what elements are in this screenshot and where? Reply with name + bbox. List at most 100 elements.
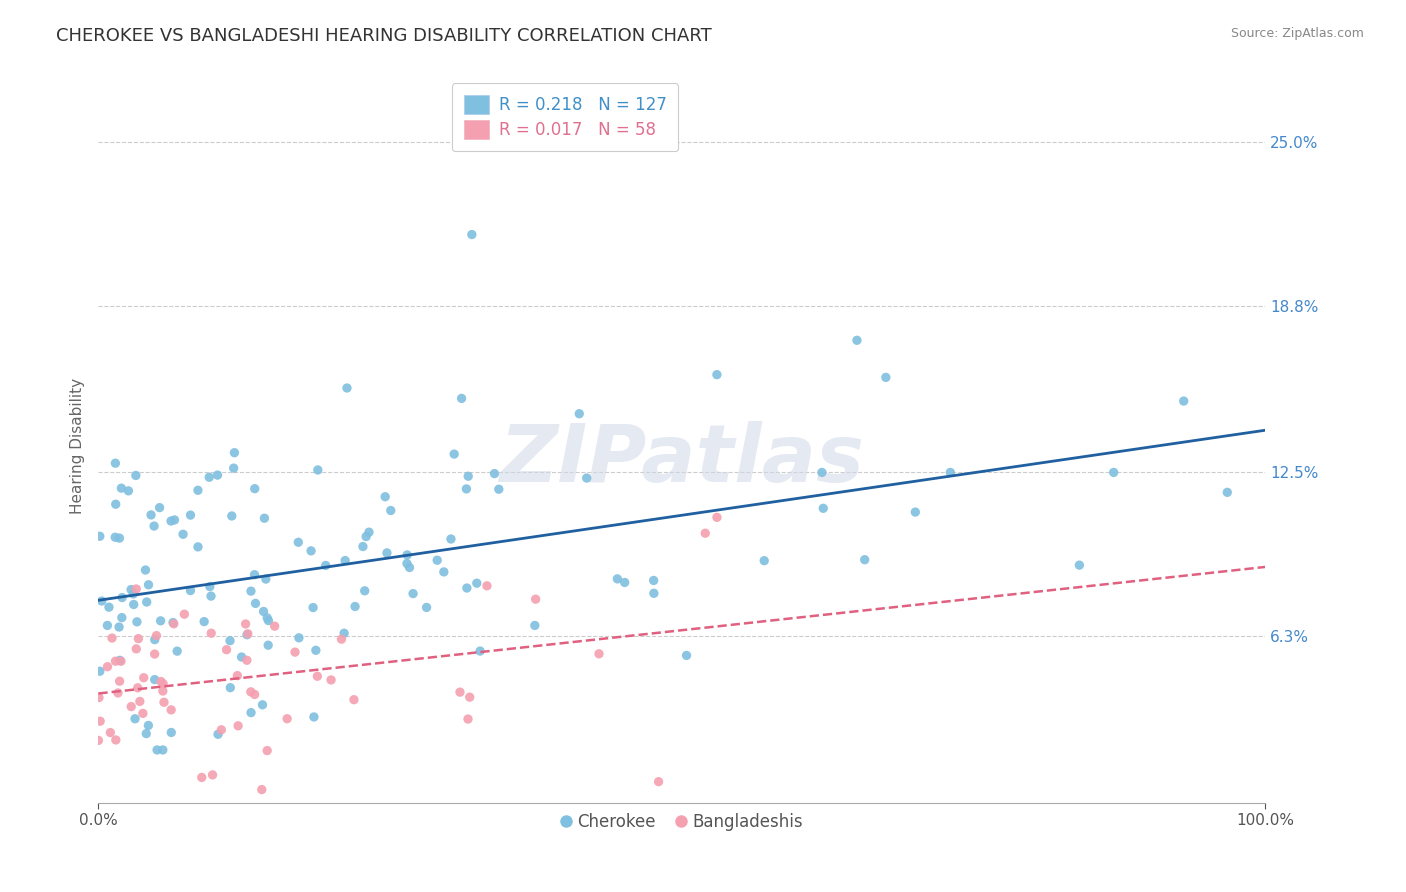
- Point: [207, 468, 229, 483]
- Point: [104, 456, 127, 470]
- Point: [124, 712, 146, 726]
- Point: [201, 768, 224, 782]
- Point: [236, 653, 259, 667]
- Point: [110, 481, 132, 495]
- Legend: Cherokee, Bangladeshis: Cherokee, Bangladeshis: [554, 806, 810, 838]
- Point: [252, 604, 274, 618]
- Point: [458, 690, 481, 705]
- Point: [402, 586, 425, 600]
- Point: [117, 483, 139, 498]
- Point: [138, 718, 160, 732]
- Point: [138, 578, 160, 592]
- Point: [375, 546, 398, 560]
- Point: [87, 690, 110, 705]
- Point: [135, 595, 157, 609]
- Point: [179, 583, 201, 598]
- Point: [219, 633, 242, 648]
- Point: [207, 727, 229, 741]
- Point: [613, 575, 636, 590]
- Point: [222, 461, 245, 475]
- Point: [200, 626, 222, 640]
- Point: [606, 572, 628, 586]
- Point: [253, 511, 276, 525]
- Point: [143, 647, 166, 661]
- Point: [96, 618, 118, 632]
- Point: [104, 733, 127, 747]
- Point: [243, 567, 266, 582]
- Point: [209, 723, 232, 737]
- Point: [344, 599, 367, 614]
- Point: [1069, 558, 1091, 573]
- Point: [754, 554, 776, 568]
- Point: [89, 529, 111, 543]
- Point: [647, 774, 669, 789]
- Point: [198, 470, 221, 484]
- Point: [675, 648, 697, 663]
- Point: [415, 600, 437, 615]
- Text: Source: ZipAtlas.com: Source: ZipAtlas.com: [1230, 27, 1364, 40]
- Point: [96, 659, 118, 673]
- Point: [111, 591, 134, 605]
- Y-axis label: Hearing Disability: Hearing Disability: [69, 378, 84, 514]
- Point: [398, 560, 420, 574]
- Point: [256, 743, 278, 757]
- Point: [128, 694, 150, 708]
- Point: [330, 632, 353, 647]
- Point: [307, 669, 329, 683]
- Point: [219, 681, 242, 695]
- Point: [456, 581, 478, 595]
- Point: [149, 614, 172, 628]
- Point: [395, 557, 418, 571]
- Point: [450, 392, 472, 406]
- Point: [523, 618, 546, 632]
- Point: [200, 589, 222, 603]
- Point: [333, 553, 356, 567]
- Point: [236, 628, 259, 642]
- Point: [215, 642, 238, 657]
- Point: [125, 468, 148, 483]
- Point: [152, 677, 174, 691]
- Text: ZIPatlas: ZIPatlas: [499, 421, 865, 500]
- Point: [110, 654, 132, 668]
- Point: [250, 782, 273, 797]
- Point: [97, 600, 120, 615]
- Point: [127, 632, 149, 646]
- Point: [319, 673, 342, 687]
- Point: [98, 725, 121, 739]
- Point: [257, 614, 280, 628]
- Point: [245, 596, 267, 610]
- Point: [284, 645, 307, 659]
- Point: [352, 540, 374, 554]
- Point: [374, 490, 396, 504]
- Point: [288, 631, 311, 645]
- Point: [396, 548, 419, 562]
- Point: [173, 607, 195, 622]
- Point: [1102, 466, 1125, 480]
- Point: [145, 629, 167, 643]
- Point: [302, 710, 325, 724]
- Point: [1216, 485, 1239, 500]
- Point: [904, 505, 927, 519]
- Point: [190, 771, 212, 785]
- Point: [256, 611, 278, 625]
- Point: [226, 719, 249, 733]
- Point: [307, 463, 329, 477]
- Point: [240, 706, 263, 720]
- Point: [166, 644, 188, 658]
- Point: [468, 644, 491, 658]
- Point: [336, 381, 359, 395]
- Point: [380, 503, 402, 517]
- Point: [695, 526, 717, 541]
- Point: [108, 620, 131, 634]
- Point: [875, 370, 897, 384]
- Point: [443, 447, 465, 461]
- Point: [252, 698, 274, 712]
- Point: [125, 641, 148, 656]
- Point: [193, 615, 215, 629]
- Point: [162, 615, 184, 630]
- Point: [239, 584, 262, 599]
- Point: [257, 638, 280, 652]
- Point: [125, 582, 148, 596]
- Point: [160, 725, 183, 739]
- Point: [236, 627, 259, 641]
